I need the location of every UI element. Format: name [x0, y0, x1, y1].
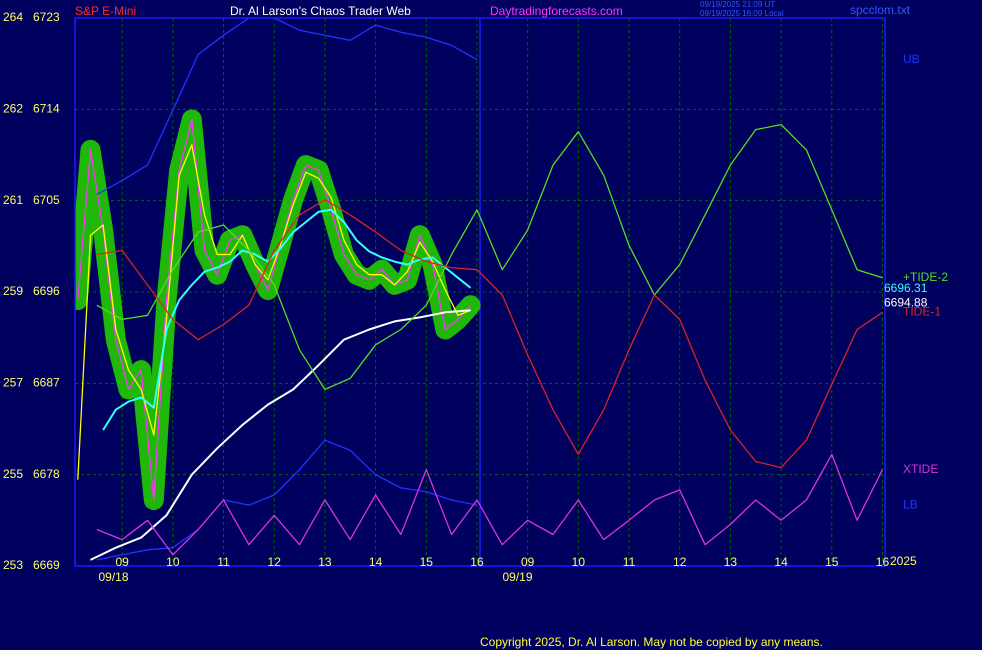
- legend-entry: LB: [903, 497, 918, 511]
- y2-tick-label: 259: [3, 284, 23, 298]
- series-line: [96, 123, 883, 391]
- x-tick-label: 10: [166, 555, 180, 569]
- series-line: [96, 439, 478, 561]
- chart-title: Dr. Al Larson's Chaos Trader Web: [230, 4, 411, 18]
- x-tick-label: 16: [470, 555, 484, 569]
- x-tick-label: 09: [115, 555, 129, 569]
- x-tick-label: 12: [673, 555, 687, 569]
- grid: [75, 17, 885, 567]
- plot-frame: [74, 17, 886, 567]
- legend-entry: UB: [903, 52, 920, 66]
- site: Daytradingforecasts.com: [490, 4, 623, 18]
- series-line: [96, 199, 883, 469]
- y-tick-label: 6723: [33, 10, 60, 24]
- x-tick-label: 13: [318, 555, 332, 569]
- legend-entry: TIDE-1: [903, 304, 941, 318]
- x-tick-label: 14: [774, 555, 788, 569]
- x-tick-label: 11: [217, 555, 230, 569]
- date-label: 09/18: [99, 570, 129, 584]
- x-tick-label: 13: [724, 555, 738, 569]
- y2-tick-label: 264: [3, 10, 23, 24]
- readout-label: 6694.88: [884, 296, 928, 310]
- y2-tick-label: 262: [3, 102, 23, 116]
- x-tick-label: 11: [623, 555, 636, 569]
- y-tick-label: 6714: [33, 102, 60, 116]
- timestamp-local: 09/19/2025 16:09 Local: [700, 9, 784, 18]
- x-tick-label: 15: [420, 555, 434, 569]
- file-name: spcclom.txt: [850, 3, 911, 17]
- y2-tick-label: 261: [3, 193, 23, 207]
- legend-entry: XTIDE: [903, 462, 938, 476]
- x-tick-label: 16: [876, 555, 890, 569]
- x-tick-label: 09: [521, 555, 535, 569]
- series-line: [96, 18, 478, 196]
- x-tick-label: 14: [369, 555, 383, 569]
- x-tick-label: 15: [825, 555, 839, 569]
- y2-tick-label: 253: [3, 558, 23, 572]
- date-label: 09/19: [502, 570, 532, 584]
- series-line: [96, 453, 884, 556]
- y-tick-label: 6696: [33, 284, 60, 298]
- y-tick-label: 6705: [33, 193, 60, 207]
- year: 2025: [890, 554, 917, 568]
- timestamp-ut: 09/19/2025 21:09 UT: [700, 0, 775, 9]
- series-line: [90, 309, 471, 561]
- x-tick-label: 12: [268, 555, 282, 569]
- symbol: S&P E-Mini: [75, 4, 136, 18]
- y2-tick-label: 255: [3, 467, 23, 481]
- copyright: Copyright 2025, Dr. Al Larson. May not b…: [480, 635, 823, 649]
- series-line: [102, 208, 472, 431]
- series-line: [77, 118, 472, 501]
- series-layer: [75, 18, 884, 561]
- y-tick-label: 6678: [33, 467, 60, 481]
- legend-entry: +TIDE-2: [903, 270, 948, 284]
- series-line: [77, 144, 471, 480]
- y-tick-label: 6669: [33, 558, 60, 572]
- y2-tick-label: 257: [3, 376, 23, 390]
- readout-label: 6696.31: [884, 281, 928, 295]
- labels: 6669 253 6678 255 6687 257 6696 259 6705 261 6714 2…: [3, 10, 948, 584]
- x-tick-label: 10: [572, 555, 586, 569]
- y-tick-label: 6687: [33, 376, 60, 390]
